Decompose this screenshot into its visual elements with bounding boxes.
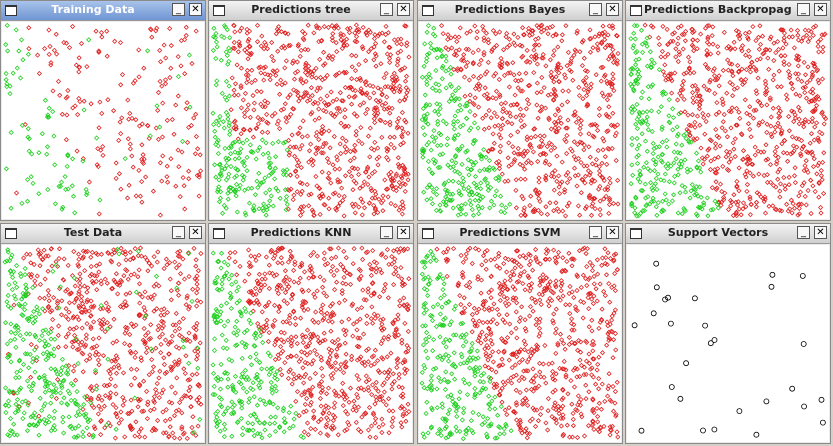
title-bar: Predictions tree _ ✕ (209, 1, 413, 21)
scatter-plot (628, 22, 829, 219)
green-points (2, 246, 203, 440)
scatter-plot (419, 22, 621, 219)
plot-area (210, 22, 412, 219)
minimize-button[interactable]: _ (797, 226, 810, 239)
minimize-button[interactable]: _ (172, 3, 185, 16)
window: Predictions Backpropaga _ ✕ (625, 0, 831, 221)
green-points (210, 23, 290, 218)
red-points (642, 22, 829, 219)
close-button[interactable]: ✕ (606, 226, 619, 239)
title-bar: Predictions KNN _ ✕ (209, 224, 413, 244)
red-points (226, 245, 412, 441)
window-title: Predictions SVM (459, 226, 561, 239)
window: Predictions tree _ ✕ (208, 0, 414, 221)
window: Support Vectors _ ✕ (625, 223, 831, 444)
plot-area (627, 245, 829, 442)
close-button[interactable]: ✕ (189, 226, 202, 239)
window-icon[interactable] (422, 5, 434, 16)
plot-area (2, 22, 204, 219)
scatter-plot (3, 22, 204, 218)
window-title: Predictions tree (251, 3, 351, 16)
close-button[interactable]: ✕ (814, 226, 827, 239)
window-title: Predictions Backpropaga (644, 3, 792, 16)
plot-area (419, 245, 621, 442)
title-bar: Training Data _ ✕ (1, 1, 205, 21)
window: Predictions KNN _ ✕ (208, 223, 414, 444)
title-bar: Predictions SVM _ ✕ (418, 224, 622, 244)
window-icon[interactable] (5, 5, 17, 16)
red-points (5, 245, 204, 441)
scatter-plot (210, 245, 412, 441)
window-icon[interactable] (213, 228, 225, 239)
red-points (13, 23, 204, 218)
red-points (434, 245, 621, 441)
minimize-button[interactable]: _ (797, 3, 810, 16)
window-title: Test Data (63, 226, 123, 239)
window-icon[interactable] (422, 228, 434, 239)
window-icon[interactable] (630, 5, 642, 16)
scatter-plot (210, 22, 412, 219)
window: Training Data _ ✕ (0, 0, 206, 221)
red-points (228, 22, 412, 219)
minimize-button[interactable]: _ (172, 226, 185, 239)
close-button[interactable]: ✕ (189, 3, 202, 16)
window-title: Support Vectors (667, 226, 769, 239)
scatter-plot (2, 245, 204, 441)
window: Test Data _ ✕ (0, 223, 206, 444)
window: Predictions Bayes _ ✕ (417, 0, 623, 221)
window-title: Training Data (51, 3, 135, 16)
window-icon[interactable] (630, 228, 642, 239)
green-points (210, 250, 306, 441)
plot-area (210, 245, 412, 442)
title-bar: Test Data _ ✕ (1, 224, 205, 244)
minimize-button[interactable]: _ (380, 226, 393, 239)
title-bar: Predictions Backpropaga _ ✕ (626, 1, 830, 21)
green-points (419, 248, 514, 442)
window-icon[interactable] (5, 228, 17, 239)
minimize-button[interactable]: _ (589, 3, 602, 16)
green-points (419, 23, 513, 218)
plot-area (419, 22, 621, 219)
close-button[interactable]: ✕ (397, 226, 410, 239)
scatter-plot (631, 260, 826, 438)
minimize-button[interactable]: _ (380, 3, 393, 16)
title-bar: Predictions Bayes _ ✕ (418, 1, 622, 21)
support-vectors (631, 260, 826, 438)
title-bar: Support Vectors _ ✕ (626, 224, 830, 244)
window: Predictions SVM _ ✕ (417, 223, 623, 444)
close-button[interactable]: ✕ (814, 3, 827, 16)
red-points (439, 22, 621, 219)
plot-area (2, 245, 204, 442)
window-title: Predictions KNN (250, 226, 352, 239)
green-points (628, 23, 721, 219)
minimize-button[interactable]: _ (589, 226, 602, 239)
window-icon[interactable] (213, 5, 225, 16)
plot-area (627, 22, 829, 219)
close-button[interactable]: ✕ (606, 3, 619, 16)
green-points (3, 22, 193, 216)
window-title: Predictions Bayes (454, 3, 566, 16)
close-button[interactable]: ✕ (397, 3, 410, 16)
scatter-plot (419, 245, 621, 442)
